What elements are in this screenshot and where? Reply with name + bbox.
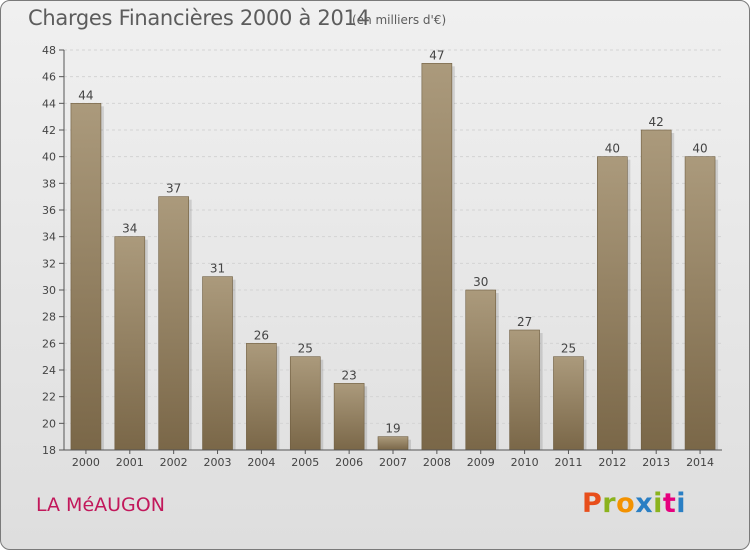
y-tick-label: 46 [42,71,56,84]
data-label: 44 [78,88,93,102]
x-tick-label: 2007 [379,456,407,469]
logo-letter: i [653,488,663,519]
data-label: 25 [561,342,576,356]
bar-2001[interactable] [114,236,146,451]
y-tick-label: 42 [42,124,56,137]
bar-2005[interactable] [289,356,321,451]
bar-2009[interactable] [465,289,497,451]
y-tick-label: 44 [42,97,56,110]
x-tick-label: 2001 [116,456,144,469]
y-tick-label: 38 [42,177,56,190]
chart-unit: (en milliers d'€) [352,13,447,27]
x-tick-label: 2006 [335,456,363,469]
y-tick-label: 22 [42,391,56,404]
bar-2007[interactable] [377,436,409,451]
y-tick-label: 34 [42,231,56,244]
bar-2013[interactable] [640,129,672,451]
chart-title: Charges Financières 2000 à 2014 [28,6,370,30]
x-tick-label: 2008 [423,456,451,469]
y-tick-label: 20 [42,417,56,430]
x-tick-label: 2010 [511,456,539,469]
data-label: 30 [473,275,488,289]
data-label: 31 [210,262,225,276]
bar-2004[interactable] [246,343,277,451]
data-label: 40 [692,142,707,156]
data-label: 26 [254,328,269,342]
logo-letter: o [616,488,636,519]
data-label: 47 [429,48,444,62]
x-tick-label: 2003 [204,456,232,469]
y-tick-label: 32 [42,257,56,270]
data-label: 19 [385,422,400,436]
data-label: 40 [605,142,620,156]
commune-name: LA MéAUGON [36,494,165,516]
bar-2002[interactable] [158,196,189,451]
y-tick-label: 48 [42,44,56,57]
x-tick-label: 2012 [598,456,626,469]
proxiti-logo[interactable]: Proxiti [582,488,686,519]
logo-letter: t [662,488,677,519]
logo-letter: r [602,488,617,519]
x-tick-label: 2011 [554,456,582,469]
data-label: 25 [298,342,313,356]
y-tick-label: 28 [42,311,56,324]
y-tick-label: 26 [42,337,56,350]
bar-2014[interactable] [684,156,716,451]
bar-2006[interactable] [333,383,365,451]
bar-2000[interactable] [70,103,102,451]
bar-2008[interactable] [421,63,453,451]
logo-letter: P [582,488,603,519]
bar-2011[interactable] [553,356,584,451]
x-tick-label: 2004 [247,456,275,469]
x-tick-label: 2002 [160,456,188,469]
bar-2012[interactable] [597,156,628,451]
x-tick-label: 2014 [686,456,714,469]
data-label: 34 [122,222,137,236]
logo-letter: i [676,488,687,519]
y-tick-label: 30 [42,284,56,297]
data-label: 42 [649,115,664,129]
y-tick-label: 40 [42,151,56,164]
x-tick-label: 2000 [72,456,100,469]
bar-2003[interactable] [202,276,233,451]
x-tick-label: 2005 [291,456,319,469]
y-tick-label: 24 [42,364,56,377]
bar-2010[interactable] [509,329,540,451]
logo-letter: x [635,488,654,519]
data-label: 27 [517,315,532,329]
y-tick-label: 18 [42,444,56,457]
data-label: 37 [166,182,181,196]
data-label: 23 [341,368,356,382]
y-tick-label: 36 [42,204,56,217]
x-tick-label: 2009 [467,456,495,469]
x-tick-label: 2013 [642,456,670,469]
